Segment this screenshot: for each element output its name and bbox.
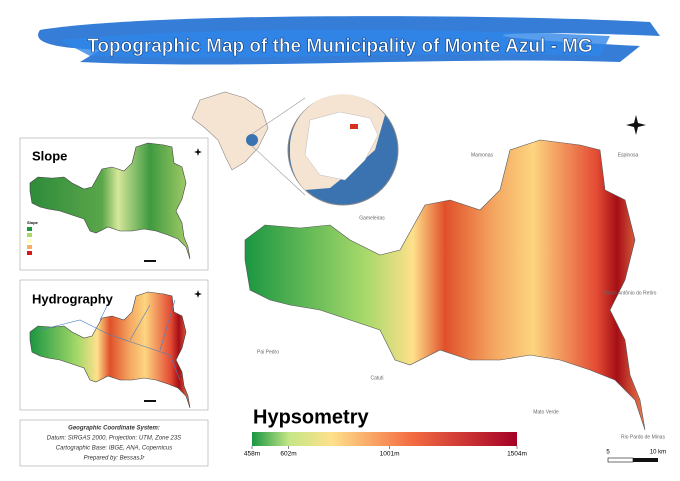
north-arrow <box>626 115 646 135</box>
place-label: Gameleiras <box>359 215 385 221</box>
place-label: Espinosa <box>618 152 639 158</box>
color-ramp <box>252 432 517 446</box>
info-line: Prepared by: BessasJr <box>84 456 146 462</box>
place-label: Rio Pardo de Minas <box>621 434 665 440</box>
slope-title: Slope <box>32 148 67 163</box>
hypsometry-title: Hypsometry <box>253 406 369 428</box>
place-label: Pai Pedro <box>257 349 279 355</box>
map-title: Topographic Map of the Municipality of M… <box>87 36 593 57</box>
locator-inset <box>191 91 399 206</box>
legend-tick-label: 1001m <box>380 451 400 458</box>
place-label: Santo Antônio do Retiro <box>604 290 657 296</box>
info-line: Datum: SIRGAS 2000, Projection: UTM, Zon… <box>47 436 181 442</box>
place-label: Mamonas <box>471 152 493 158</box>
scale-label: 5 <box>606 450 610 456</box>
scale-label: 10 km <box>650 450 666 456</box>
place-labels: Mamonas Espinosa Gameleiras Santo Antônio d… <box>257 152 665 440</box>
slope-panel: Slope Slope <box>19 137 209 271</box>
place-label: Mato Verde <box>533 409 559 415</box>
legend-tick-label: 458m <box>244 451 260 458</box>
legend-tick-label: 602m <box>280 451 296 458</box>
hypsometry-legend: Hypsometry 458m 602m 1001m 1504m <box>244 406 527 457</box>
place-label: Catuti <box>370 375 383 381</box>
title-banner: Topographic Map of the Municipality of M… <box>38 16 661 65</box>
slope-legend-title: Slope <box>27 220 39 225</box>
info-line: Geographic Coordinate System: <box>68 426 160 432</box>
scale-bar: 5 10 km <box>606 450 666 463</box>
hydrography-title: Hydrography <box>32 291 114 306</box>
info-box: Geographic Coordinate System: Datum: SIRG… <box>19 419 209 467</box>
info-line: Cartographic Base: IBGE, ANA, Copernicus <box>56 446 173 452</box>
hydrography-panel: Hydrography <box>19 279 209 411</box>
legend-tick-label: 1504m <box>507 451 527 458</box>
